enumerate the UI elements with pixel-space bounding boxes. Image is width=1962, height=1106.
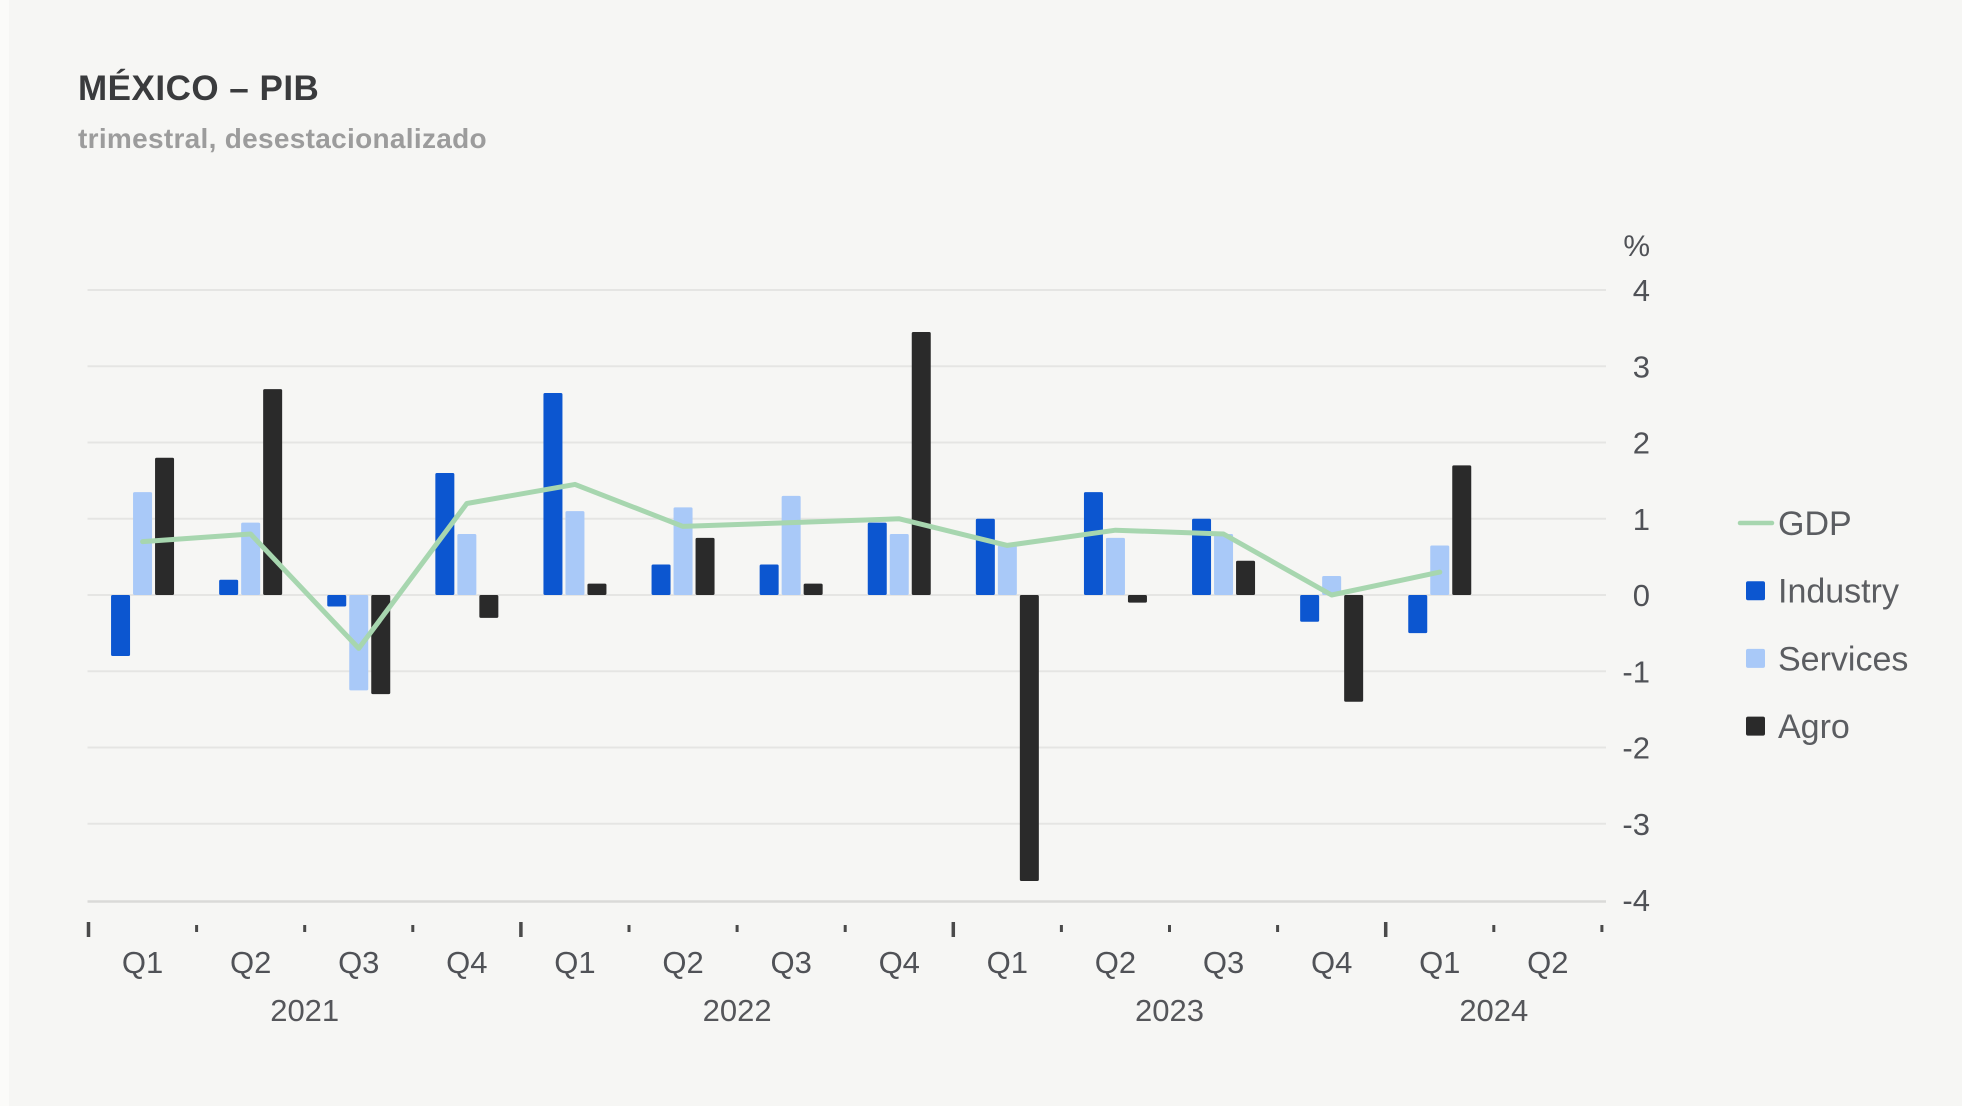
legend-item-gdp[interactable]: GDP xyxy=(1737,505,1852,543)
y-axis-label: -1 xyxy=(1622,654,1650,689)
bar-agro-q1-2024 xyxy=(1452,465,1472,595)
legend-services-swatch-icon xyxy=(1746,648,1765,668)
y-axis-label: 3 xyxy=(1633,349,1650,384)
bar-agro-q3-2021 xyxy=(371,595,391,695)
x-axis-quarter-label: Q4 xyxy=(446,945,487,980)
bar-industry-q3-2021 xyxy=(327,595,347,607)
bar-industry-q1-2022 xyxy=(543,392,563,595)
bar-services-q2-2022 xyxy=(673,507,693,595)
x-axis-year-label: 2021 xyxy=(270,993,339,1028)
y-axis-label: -4 xyxy=(1622,883,1650,918)
bar-agro-q2-2023 xyxy=(1127,595,1147,603)
bar-industry-q3-2022 xyxy=(759,564,779,595)
bar-agro-q4-2021 xyxy=(479,595,499,618)
bar-services-q4-2021 xyxy=(457,534,477,595)
bar-agro-q2-2022 xyxy=(695,537,715,595)
legend-label-services: Services xyxy=(1778,640,1908,678)
y-axis-label: 4 xyxy=(1633,273,1650,308)
bar-services-q3-2021 xyxy=(349,595,369,691)
left-edge-strip xyxy=(0,0,9,1106)
x-axis-quarter-label: Q4 xyxy=(879,945,920,980)
bar-industry-q2-2022 xyxy=(651,564,671,595)
x-axis-quarter-label: Q2 xyxy=(662,945,703,980)
x-axis-quarter-label: Q4 xyxy=(1311,945,1352,980)
y-axis-label: 1 xyxy=(1633,502,1650,537)
bar-industry-q4-2023 xyxy=(1300,595,1320,622)
x-axis-quarter-label: Q1 xyxy=(122,945,163,980)
legend-label-agro: Agro xyxy=(1778,708,1850,746)
legend-item-services[interactable]: Services xyxy=(1746,640,1908,678)
x-axis-quarter-label: Q2 xyxy=(1527,945,1568,980)
bar-agro-q4-2023 xyxy=(1344,595,1364,702)
bar-agro-q1-2023 xyxy=(1019,595,1039,881)
bar-agro-q3-2022 xyxy=(803,583,823,595)
bar-services-q2-2023 xyxy=(1105,537,1125,595)
chart-title: MÉXICO – PIB xyxy=(78,69,320,108)
gdp-line xyxy=(140,481,1443,651)
bar-agro-q1-2021 xyxy=(155,457,175,595)
bar-services-q1-2022 xyxy=(565,511,585,595)
chart-subtitle: trimestral, desestacionalizado xyxy=(78,123,487,154)
x-axis-year-label: 2023 xyxy=(1135,993,1204,1028)
y-axis-label: -2 xyxy=(1622,731,1650,766)
y-axis-unit-label: % xyxy=(1623,230,1650,263)
y-axis-label: -3 xyxy=(1622,807,1650,842)
x-axis-quarter-label: Q2 xyxy=(1095,945,1136,980)
bar-industry-q3-2023 xyxy=(1192,518,1212,595)
bar-agro-q4-2022 xyxy=(911,331,931,595)
y-axis-label: 0 xyxy=(1633,578,1650,613)
legend-industry-swatch-icon xyxy=(1746,581,1765,601)
x-axis-year-label: 2022 xyxy=(703,993,772,1028)
legend-agro-swatch-icon xyxy=(1746,716,1765,736)
bar-services-q3-2023 xyxy=(1214,534,1234,595)
bar-services-q3-2022 xyxy=(781,495,801,595)
bar-industry-q1-2024 xyxy=(1408,595,1428,634)
legend-item-industry[interactable]: Industry xyxy=(1746,573,1899,611)
bar-industry-q4-2022 xyxy=(867,522,887,595)
legend-item-agro[interactable]: Agro xyxy=(1746,708,1850,746)
x-axis-year-label: 2024 xyxy=(1459,993,1528,1028)
bar-industry-q2-2021 xyxy=(219,579,239,595)
x-axis-quarter-label: Q1 xyxy=(1419,945,1460,980)
legend-label-industry: Industry xyxy=(1778,573,1899,611)
bar-services-q4-2022 xyxy=(889,534,909,595)
y-axis-label: 2 xyxy=(1633,426,1650,461)
bar-industry-q2-2023 xyxy=(1083,492,1103,595)
bar-agro-q1-2022 xyxy=(587,583,607,595)
legend-label-gdp: GDP xyxy=(1778,505,1852,543)
x-axis-quarter-label: Q3 xyxy=(338,945,379,980)
x-axis-quarter-label: Q3 xyxy=(1203,945,1244,980)
x-axis-quarter-label: Q1 xyxy=(554,945,595,980)
x-axis-quarter-label: Q1 xyxy=(987,945,1028,980)
bar-industry-q1-2023 xyxy=(975,518,995,595)
bar-services-q1-2023 xyxy=(997,545,1017,595)
x-axis-quarter-label: Q3 xyxy=(770,945,811,980)
bar-agro-q3-2023 xyxy=(1236,560,1256,595)
bar-industry-q1-2021 xyxy=(111,595,131,656)
x-axis-quarter-label: Q2 xyxy=(230,945,271,980)
bar-agro-q2-2021 xyxy=(263,389,283,595)
